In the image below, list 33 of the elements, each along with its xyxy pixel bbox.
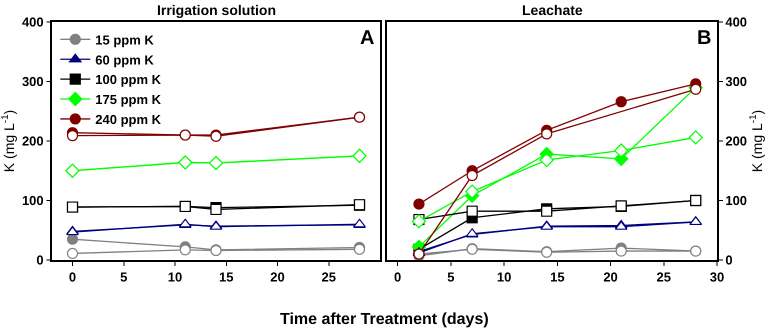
chart-title: Irrigation solution	[157, 2, 276, 18]
x-tick-label: 0	[394, 269, 402, 284]
x-tick-label: 10	[168, 269, 182, 284]
y-tick-label: 300	[22, 74, 44, 90]
legend-label: 175 ppm K	[95, 92, 162, 108]
x-axis-title: Time after Treatment (days)	[280, 311, 489, 328]
annotation: B	[697, 27, 712, 49]
legend-label: 100 ppm K	[95, 72, 162, 88]
y-tick-label: 0	[36, 252, 44, 268]
x-tick-label: 15	[550, 269, 565, 284]
y2-tick-label: 0	[725, 252, 733, 268]
y-tick-label: 100	[22, 193, 44, 208]
legend-label: 15 ppm K	[95, 32, 154, 48]
x-tick-label: 0	[68, 269, 76, 284]
y2-tick-label: 400	[725, 14, 748, 30]
legend-label: 240 ppm K	[95, 112, 162, 127]
x-tick-label: 10	[496, 269, 512, 284]
x-tick-label: 15	[219, 269, 234, 284]
y2-tick-label: 300	[725, 74, 748, 90]
x-tick-label: 25	[656, 269, 672, 284]
x-tick-label: 20	[603, 269, 618, 284]
y-tick-label: 400	[22, 14, 44, 30]
y-tick-label: 200	[22, 134, 44, 149]
y2-tick-label: 200	[725, 134, 748, 149]
legend-label: 60 ppm K	[95, 52, 154, 68]
x-tick-label: 25	[322, 269, 336, 284]
chart-title: Leachate	[522, 2, 583, 18]
x-tick-label: 5	[120, 269, 128, 284]
annotation: A	[360, 27, 374, 49]
y2-tick-label: 100	[725, 193, 748, 208]
x-tick-label: 5	[447, 269, 454, 284]
x-tick-label: 30	[710, 269, 724, 284]
x-tick-label: 20	[270, 269, 285, 284]
